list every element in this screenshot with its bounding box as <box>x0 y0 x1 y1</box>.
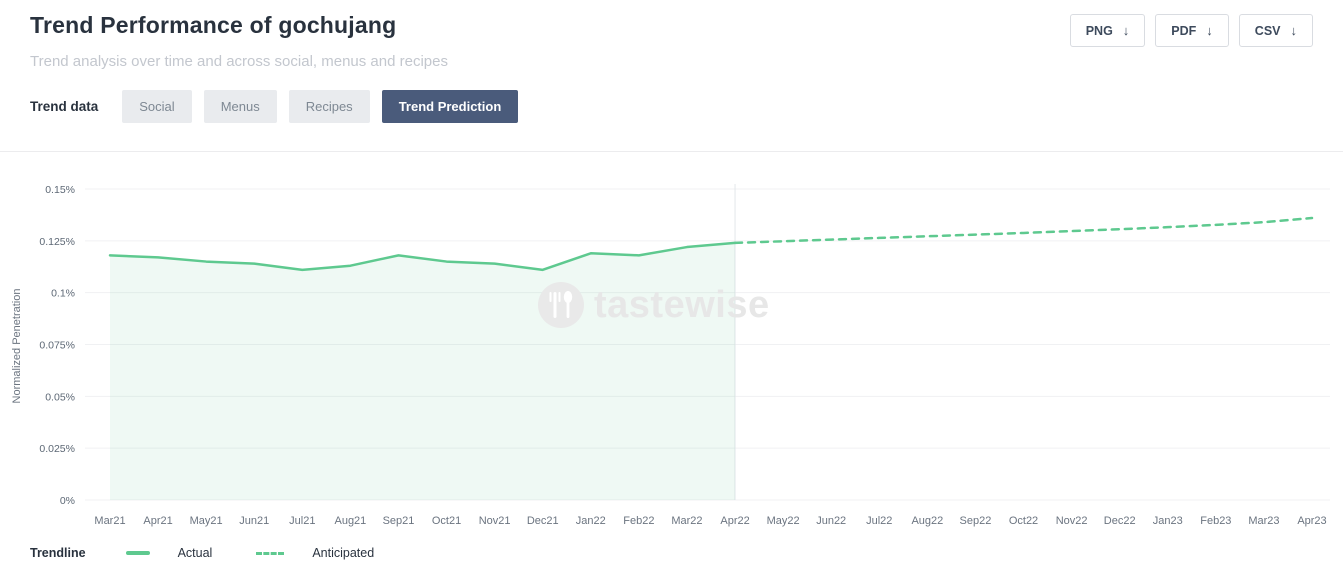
svg-text:Oct22: Oct22 <box>1009 515 1038 527</box>
svg-text:Dec21: Dec21 <box>527 515 559 527</box>
legend-anticipated-label: Anticipated <box>312 546 375 560</box>
export-csv-label: CSV <box>1254 23 1281 38</box>
svg-text:Oct21: Oct21 <box>432 515 461 527</box>
svg-text:0.075%: 0.075% <box>39 340 75 352</box>
svg-text:Jun22: Jun22 <box>816 515 846 527</box>
download-icon: ↓ <box>1206 23 1213 38</box>
page-subtitle: Trend analysis over time and across soci… <box>30 53 448 70</box>
legend-item-anticipated[interactable]: Anticipated <box>256 546 374 560</box>
legend-actual-label: Actual <box>177 546 213 560</box>
svg-text:Nov21: Nov21 <box>479 515 511 527</box>
svg-text:Nov22: Nov22 <box>1056 515 1088 527</box>
export-pdf-button[interactable]: PDF ↓ <box>1155 14 1229 47</box>
svg-text:Dec22: Dec22 <box>1104 515 1136 527</box>
svg-text:Aug21: Aug21 <box>334 515 366 527</box>
svg-text:Aug22: Aug22 <box>911 515 943 527</box>
svg-text:Sep22: Sep22 <box>960 515 992 527</box>
svg-text:0.05%: 0.05% <box>45 391 75 403</box>
legend-item-actual[interactable]: Actual <box>125 546 213 560</box>
svg-text:Mar21: Mar21 <box>94 515 125 527</box>
svg-text:Jun21: Jun21 <box>239 515 269 527</box>
svg-text:0.025%: 0.025% <box>39 443 75 455</box>
export-png-button[interactable]: PNG ↓ <box>1069 14 1146 47</box>
download-icon: ↓ <box>1122 23 1130 38</box>
export-png-label: PNG <box>1085 23 1113 38</box>
export-pdf-label: PDF <box>1171 23 1197 38</box>
svg-text:Apr21: Apr21 <box>143 515 172 527</box>
svg-text:Apr23: Apr23 <box>1297 515 1326 527</box>
legend: Trendline Actual Anticipated <box>0 546 1343 560</box>
svg-text:May22: May22 <box>767 515 800 527</box>
tab-trend-prediction[interactable]: Trend Prediction <box>381 90 519 123</box>
svg-text:Feb23: Feb23 <box>1200 515 1231 527</box>
svg-text:Jul22: Jul22 <box>866 515 892 527</box>
trend-data-tabs: Trend data Social Menus Recipes Trend Pr… <box>0 90 1343 123</box>
y-axis-title: Normalized Penetration <box>11 288 23 404</box>
svg-text:Mar22: Mar22 <box>671 515 702 527</box>
svg-text:Jan23: Jan23 <box>1153 515 1183 527</box>
trend-data-label: Trend data <box>30 99 99 114</box>
svg-text:0.125%: 0.125% <box>39 236 75 248</box>
trend-chart-canvas[interactable]: 0% 0.025% 0.05% 0.075% 0.1% 0.125% 0.15% Mar21 A… <box>0 160 1343 534</box>
svg-text:0%: 0% <box>60 495 75 507</box>
page-title: Trend Performance of gochujang <box>30 12 397 38</box>
topbar: Trend Performance of gochujang Trend ana… <box>0 0 1343 70</box>
svg-text:Apr22: Apr22 <box>720 515 749 527</box>
svg-text:Jan22: Jan22 <box>576 515 606 527</box>
export-buttons: PNG ↓ PDF ↓ CSV ↓ <box>1069 14 1313 47</box>
trend-chart[interactable]: 0% 0.025% 0.05% 0.075% 0.1% 0.125% 0.15% Mar21 A… <box>0 160 1343 534</box>
tab-social[interactable]: Social <box>122 90 192 123</box>
svg-text:Mar23: Mar23 <box>1248 515 1279 527</box>
export-csv-button[interactable]: CSV ↓ <box>1238 14 1313 47</box>
header-section: Trend Performance of gochujang Trend ana… <box>0 0 1343 152</box>
svg-text:Sep21: Sep21 <box>383 515 415 527</box>
svg-text:May21: May21 <box>190 515 223 527</box>
anticipated-line-sample-icon <box>256 551 285 555</box>
svg-text:0.1%: 0.1% <box>51 288 75 300</box>
legend-title: Trendline <box>30 546 86 560</box>
svg-text:0.15%: 0.15% <box>45 184 75 196</box>
svg-text:Feb22: Feb22 <box>623 515 654 527</box>
svg-text:Jul21: Jul21 <box>289 515 315 527</box>
tab-recipes[interactable]: Recipes <box>288 90 370 123</box>
actual-line-sample-icon <box>125 551 150 555</box>
download-icon: ↓ <box>1290 23 1298 38</box>
title-group: Trend Performance of gochujang Trend ana… <box>30 12 448 70</box>
tab-menus[interactable]: Menus <box>203 90 277 123</box>
